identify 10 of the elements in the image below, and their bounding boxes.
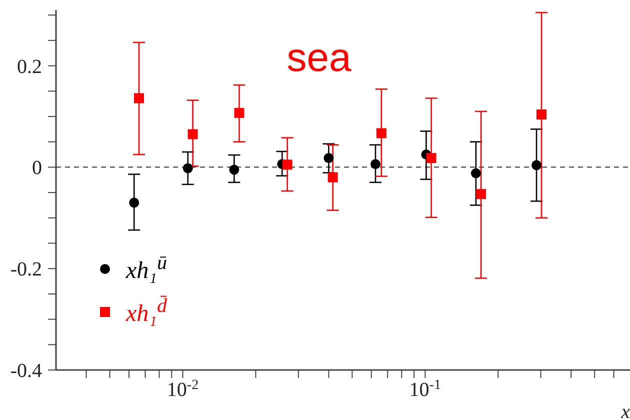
text: sea <box>286 36 352 80</box>
y-tick-label: 0.2 <box>17 56 42 78</box>
x-axis-title: x <box>620 401 630 420</box>
y-tick-label: 0 <box>32 157 42 180</box>
y-tick-label: -0.2 <box>10 258 42 281</box>
legend-label: xh₁$^{d̄}$ <box>126 295 167 328</box>
x-tick-label: 10$^{-1}$ <box>409 378 441 401</box>
x-tick-label: 10$^{-2}$ <box>166 378 199 401</box>
y-tick-label: -0.4 <box>10 360 42 382</box>
legend-label: xh₁$^{ū}$ <box>126 252 167 285</box>
